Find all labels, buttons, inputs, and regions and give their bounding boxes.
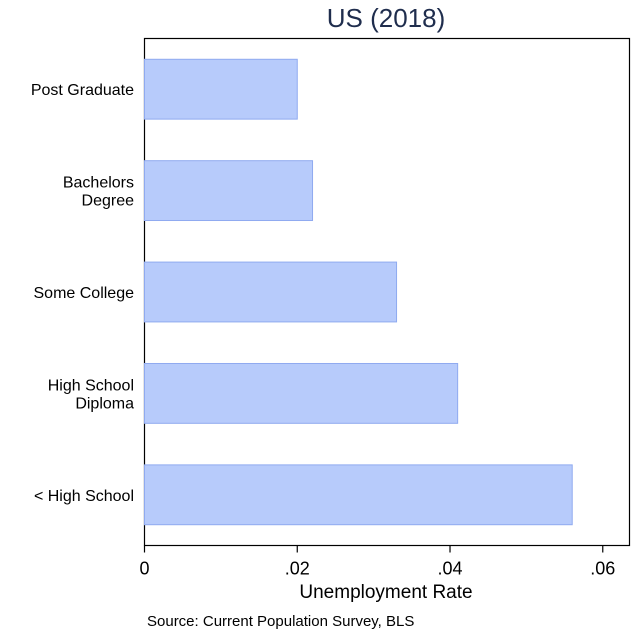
- bar: [144, 261, 398, 323]
- category-label-line: Some College: [34, 285, 135, 302]
- category-label-line: Bachelors: [63, 175, 134, 192]
- category-label: < High School: [34, 488, 134, 505]
- x-axis-ticks: 0 .02 .04 .06: [139, 545, 615, 579]
- category-labels: Post Graduate Bachelors Degree Some College…: [31, 82, 134, 505]
- bar: [144, 362, 459, 424]
- bar: [144, 464, 573, 526]
- chart-title: US (2018): [327, 3, 446, 33]
- category-label-line: Degree: [82, 193, 135, 210]
- x-axis-label: Unemployment Rate: [299, 582, 472, 603]
- bar: [144, 58, 298, 120]
- source-note: Source: Current Population Survey, BLS: [147, 613, 414, 630]
- category-label-line: < High School: [34, 488, 134, 505]
- category-label: Some College: [34, 285, 135, 302]
- bar: [144, 160, 314, 222]
- x-tick-label: .02: [285, 559, 310, 579]
- x-tick-label: 0: [139, 559, 149, 579]
- category-label: High School Diploma: [48, 377, 134, 412]
- category-label: Post Graduate: [31, 82, 134, 99]
- category-label-line: Post Graduate: [31, 82, 134, 99]
- x-tick-label: .06: [590, 559, 615, 579]
- category-label-line: Diploma: [75, 395, 134, 412]
- x-tick-label: .04: [437, 559, 462, 579]
- category-label: Bachelors Degree: [63, 175, 134, 210]
- category-label-line: High School: [48, 377, 134, 394]
- bars: [144, 58, 573, 526]
